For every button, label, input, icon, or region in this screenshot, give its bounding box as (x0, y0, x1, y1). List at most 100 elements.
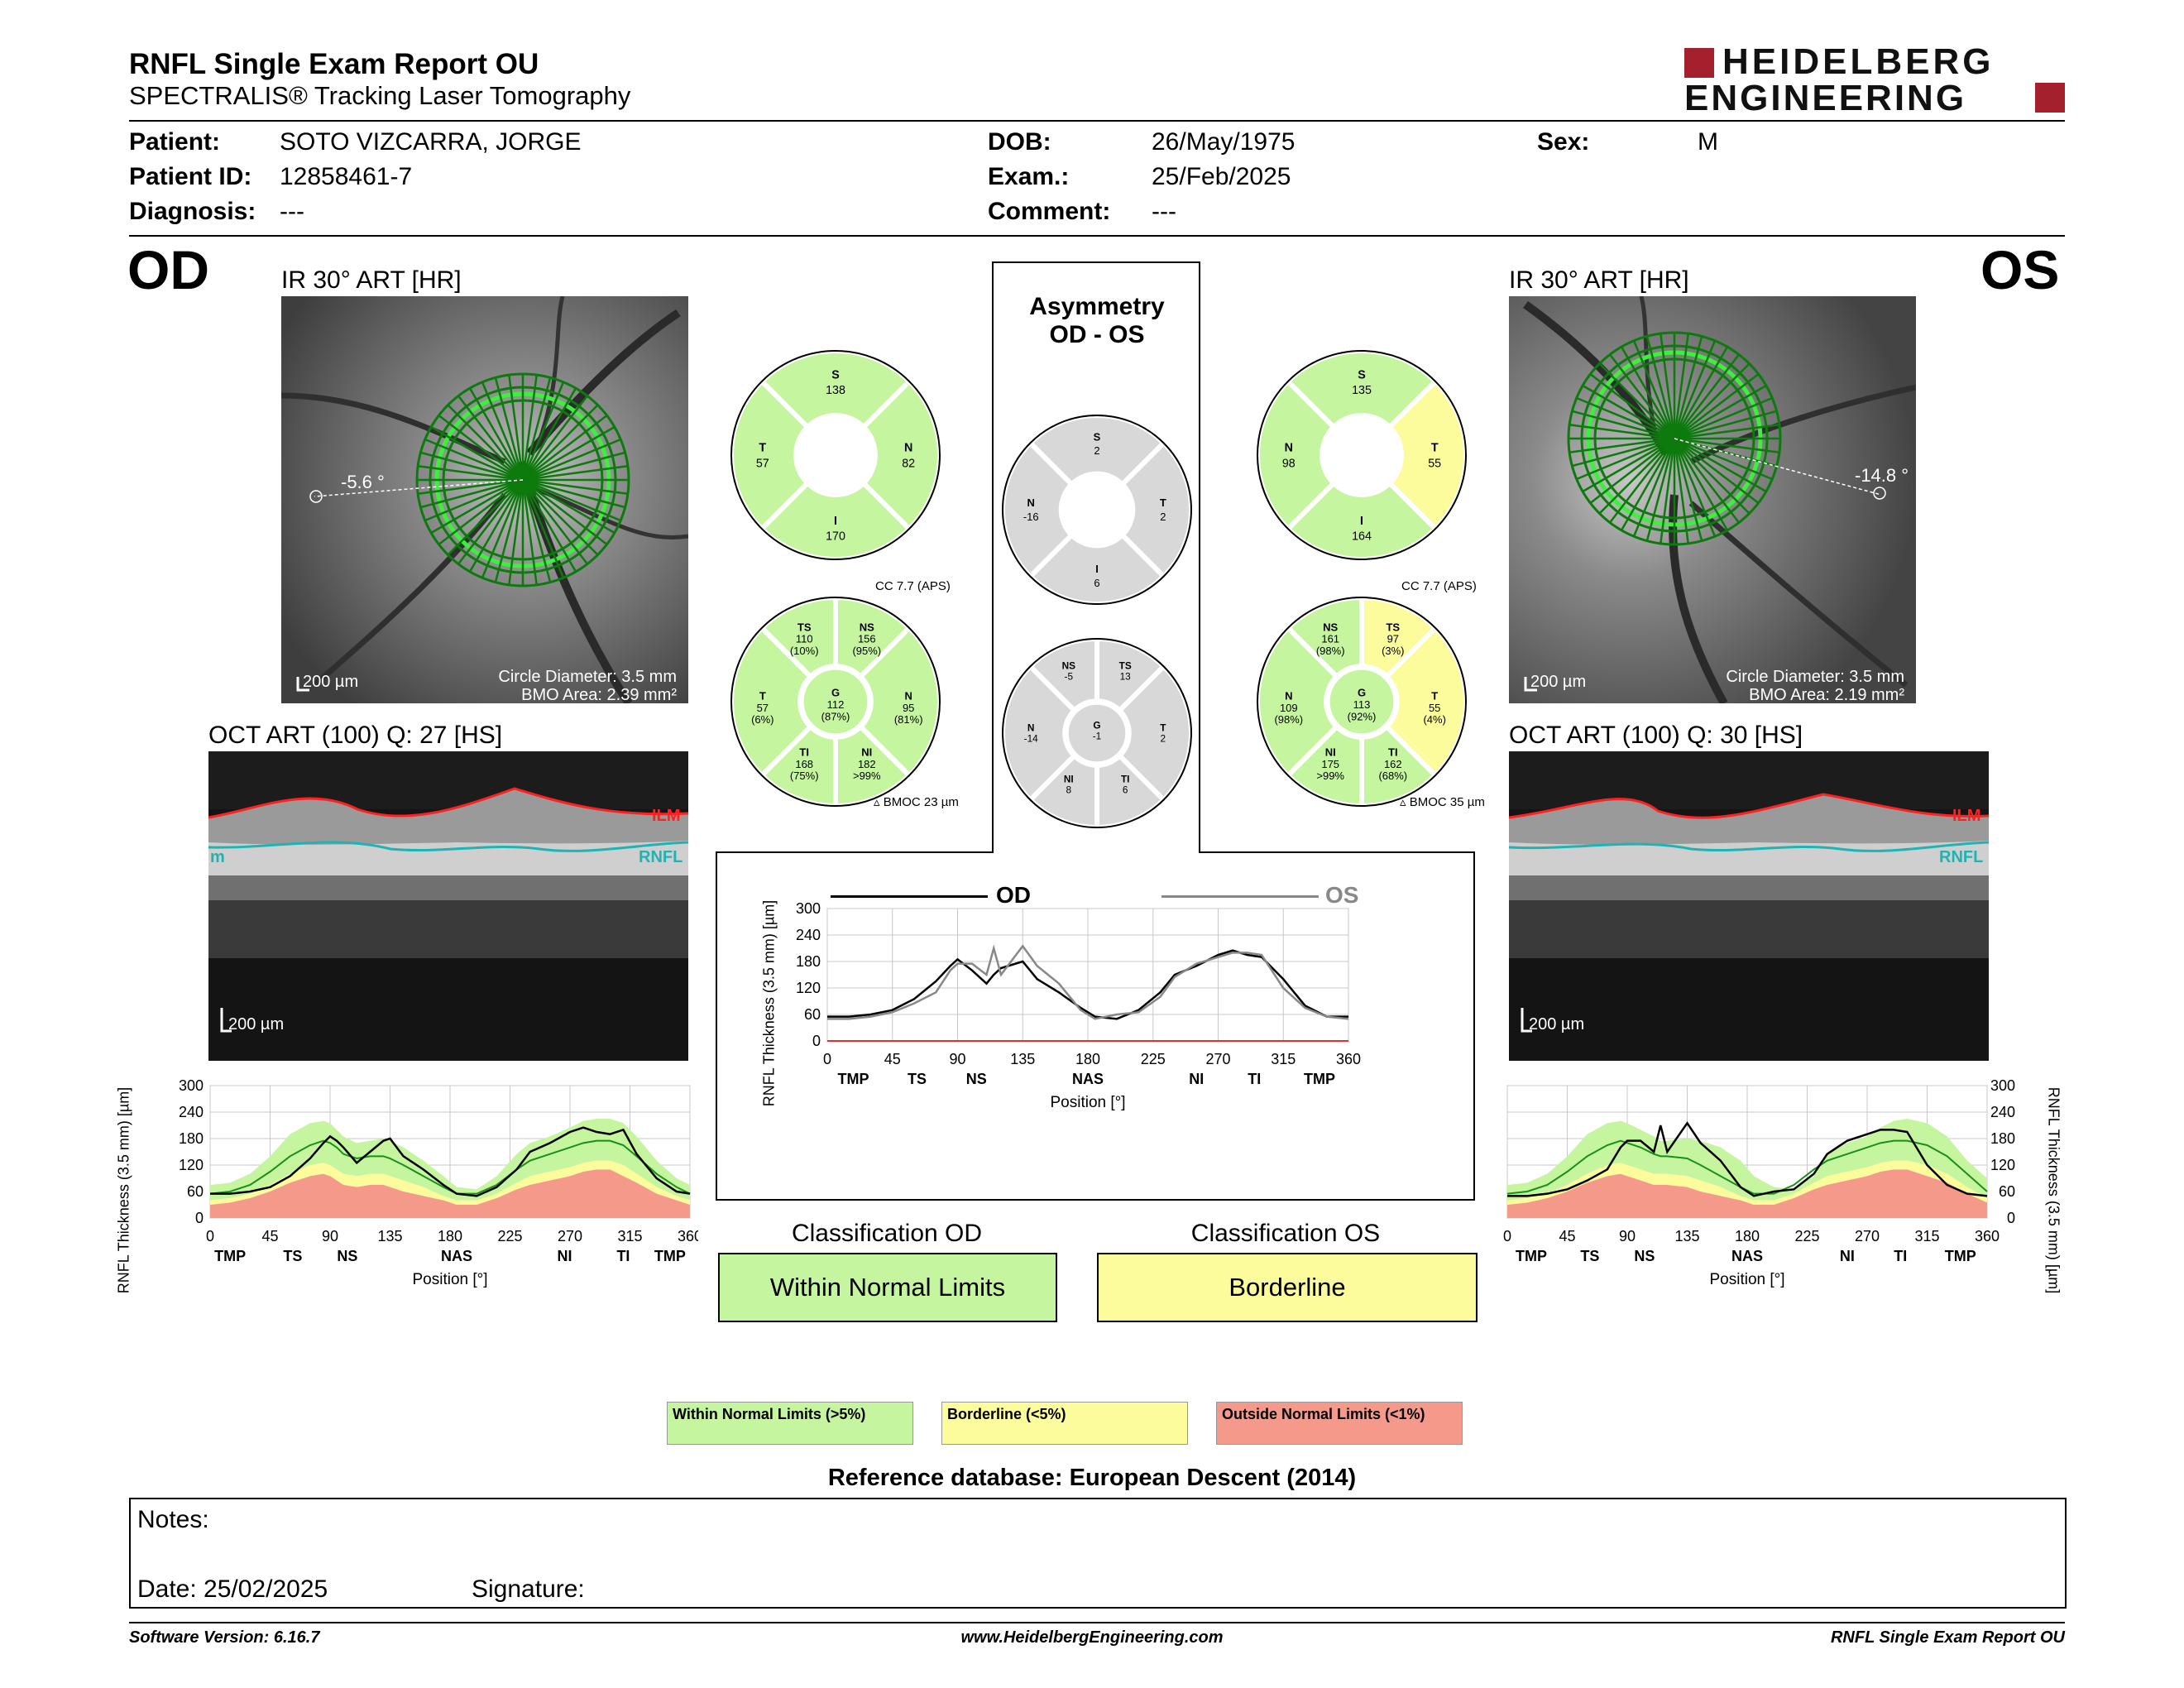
sector-tick: NS (966, 1071, 987, 1087)
classification-od-box: Within Normal Limits (718, 1253, 1057, 1322)
sector-name: N (1285, 689, 1292, 702)
sector-name: NI (861, 746, 872, 759)
sector-name: I (1360, 515, 1363, 528)
footer-website[interactable]: www.HeidelbergEngineering.com (960, 1628, 1224, 1647)
y-tick: 120 (1990, 1157, 2015, 1173)
sector-value: 109 (1280, 702, 1298, 714)
mean-line (209, 1139, 691, 1195)
y-tick: 240 (179, 1104, 204, 1120)
asym-ylabel-wrap: RNFL Thickness (3.5 mm) [µm] (753, 897, 786, 1112)
sector-name: TI (1121, 773, 1129, 784)
x-tick: 315 (617, 1228, 642, 1244)
sector-value: 57 (757, 702, 769, 714)
y-tick: 180 (796, 953, 821, 970)
sector-tick: TMP (1945, 1248, 1976, 1264)
sector-tick: TI (1248, 1071, 1261, 1087)
os-angle: -14.8 ° (1855, 465, 1909, 486)
od-ir-title: IR 30° ART [HR] (281, 266, 462, 294)
sector-value: 156 (858, 633, 876, 645)
od-bmoc: ▵ BMOC 23 µm (874, 795, 959, 809)
od-ylabel: RNFL Thickness (3.5 mm) [µm] (115, 1086, 132, 1294)
legend-borderline: Borderline (<5%) (941, 1402, 1188, 1445)
x-tick: 315 (1271, 1051, 1296, 1067)
logo-square-icon (1684, 48, 1714, 78)
sector-percent: (75%) (790, 770, 819, 782)
os-cc: CC 7.7 (APS) (1401, 579, 1477, 593)
sector-tick: NS (337, 1248, 357, 1264)
od-circle-diameter: Circle Diameter: 3.5 mm (498, 668, 677, 686)
notes-box[interactable]: Notes: Date: 25/02/2025 Signature: (129, 1498, 2067, 1609)
sector-name: T (1431, 689, 1438, 702)
sector-value: 57 (756, 457, 769, 470)
od-bmo-area: BMO Area: 2.39 mm² (521, 686, 677, 703)
x-tick: 270 (1855, 1228, 1880, 1244)
outside-band (210, 1169, 690, 1218)
os-bmoc-text: BMOC 35 µm (1409, 795, 1485, 809)
legend-within: Within Normal Limits (>5%) (667, 1402, 913, 1445)
legend-os-line (1161, 895, 1319, 898)
exam-label: Exam.: (988, 163, 1070, 190)
x-tick: 360 (1975, 1228, 2000, 1244)
od-eye-label: OD (127, 239, 209, 300)
sector-percent: (4%) (1423, 713, 1445, 726)
od-ylabel-wrap: RNFL Thickness (3.5 mm) [µm] (108, 1076, 141, 1316)
y-tick: 300 (1990, 1077, 2015, 1094)
asym-sector-circle: NS -5 TS 13 N -14 G -1 T 2 NI 8 TI 6 (999, 635, 1195, 831)
sector-center (1327, 667, 1396, 736)
circle-outline (1002, 638, 1192, 828)
sector-value: 13 (1120, 670, 1132, 682)
x-tick: 180 (1075, 1051, 1100, 1067)
sector-name: TI (799, 746, 809, 759)
sector-percent: (98%) (1274, 713, 1303, 726)
od-profile-chart: 0 60 120 180 240 300 0 45 90 135 180 225 270 315 360 TM… (136, 1074, 702, 1322)
sector-tick: NI (1840, 1248, 1855, 1264)
x-tick: 225 (1141, 1051, 1166, 1067)
sex-value: M (1698, 128, 1718, 156)
os-circle-diameter: Circle Diameter: 3.5 mm (1726, 668, 1904, 686)
logo-text-1: HEIDELBERG (1722, 41, 1995, 82)
sector-percent: (10%) (790, 645, 819, 657)
x-tick: 360 (1336, 1051, 1361, 1067)
exam-value: 25/Feb/2025 (1152, 163, 1291, 190)
heidelberg-logo: HEIDELBERG ENGINEERING (1684, 41, 2065, 118)
os-ir-title: IR 30° ART [HR] (1509, 266, 1689, 294)
sector-name: TI (1388, 746, 1398, 759)
od-bmoc-text: BMOC 23 µm (883, 795, 959, 809)
sector-value: 112 (827, 698, 845, 711)
comment-value: --- (1152, 198, 1176, 225)
sector-name: S (1358, 369, 1366, 382)
sector-tick: TI (1894, 1248, 1907, 1264)
od-sector-circle: TS 110 (10%) NS 156 (95%) T 57 (6%) G 112 (87%) N 95(… (728, 594, 943, 809)
od-ilm-label: ILM (652, 807, 680, 825)
x-tick: 225 (497, 1228, 522, 1244)
x-tick: 270 (558, 1228, 582, 1244)
sector-name: G (1358, 687, 1366, 699)
sector-value: 168 (795, 758, 813, 770)
circle-outline (1002, 415, 1192, 605)
diagnosis-label: Diagnosis: (129, 198, 256, 225)
sector-name: TS (1119, 659, 1132, 671)
os-scale: 200 µm (1530, 673, 1586, 691)
os-ylabel: RNFL Thickness (3.5 mm) [µm] (2045, 1086, 2062, 1294)
footer-divider (129, 1622, 2065, 1623)
sector-percent: (6%) (751, 713, 774, 726)
asymmetry-frame (716, 261, 1475, 1201)
y-tick: 180 (179, 1130, 204, 1147)
sex-label: Sex: (1537, 128, 1590, 156)
header-divider (129, 120, 2065, 122)
sector-value: -14 (1024, 733, 1038, 745)
sector-value: 55 (1429, 702, 1440, 714)
x-tick: 225 (1794, 1228, 1819, 1244)
od-angle: -5.6 ° (341, 472, 385, 492)
sector-name: G (1093, 719, 1100, 731)
sector-tick: TMP (838, 1071, 869, 1087)
y-tick: 120 (796, 980, 821, 996)
sector-name: T (1431, 442, 1439, 455)
sector-tick: NS (1634, 1248, 1655, 1264)
sector-name: TS (1386, 621, 1400, 633)
sector-tick: TS (283, 1248, 302, 1264)
patient-name: SOTO VIZCARRA, JORGE (280, 128, 582, 156)
od-scale: 200 µm (303, 673, 358, 691)
os-bmoc: ▵ BMOC 35 µm (1400, 795, 1485, 809)
os-ylabel-wrap: RNFL Thickness (3.5 mm) [µm] (2037, 1076, 2070, 1316)
